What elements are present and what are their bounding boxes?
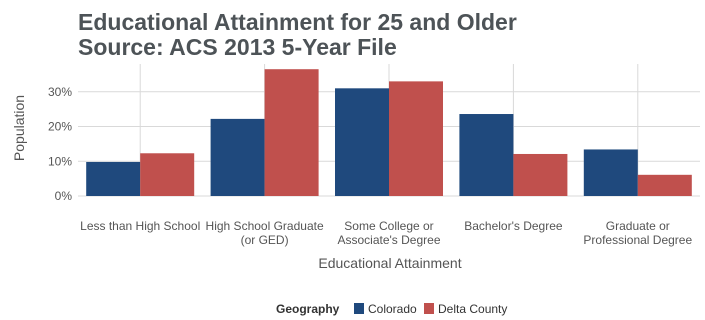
x-tick-label: Some College or Associate's Degree [337, 219, 440, 247]
bar-delta-county-4 [637, 174, 692, 196]
y-tick-label: 10% [48, 154, 72, 168]
legend-swatch-delta-county [424, 303, 434, 314]
bar-delta-county-1 [264, 69, 319, 196]
bar-colorado-1 [210, 118, 265, 196]
legend-label-delta-county: Delta County [438, 302, 507, 316]
x-tick-label: High School Graduate (or GED) [206, 219, 324, 247]
chart-subtitle: Source: ACS 2013 5-Year File [78, 34, 397, 60]
y-tick-label: 30% [48, 85, 72, 99]
bar-colorado-2 [335, 88, 389, 196]
x-tick-label: Graduate or Professional Degree [583, 219, 692, 247]
x-tick-label: Less than High School [80, 219, 200, 233]
legend-swatch-colorado [354, 303, 364, 314]
chart-title: Educational Attainment for 25 and Older [78, 9, 517, 35]
bar-colorado-0 [86, 161, 141, 196]
y-tick-label: 0% [55, 189, 73, 203]
x-axis-ticks: Less than High School High School Graduat… [80, 219, 692, 247]
y-axis-ticks: 0% 10% 20% 30% [48, 85, 72, 203]
bar-delta-county-3 [513, 153, 568, 196]
x-tick-label: Bachelor's Degree [464, 219, 563, 233]
y-tick-label: 20% [48, 120, 72, 134]
bar-colorado-3 [459, 114, 514, 196]
bar-delta-county-2 [389, 81, 443, 196]
bar-delta-county-0 [140, 153, 195, 196]
legend: Geography Colorado Delta County [276, 302, 507, 316]
x-axis-title: Educational Attainment [318, 255, 461, 271]
legend-label-colorado: Colorado [368, 302, 417, 316]
bars [86, 69, 692, 196]
y-axis-title: Population [11, 95, 27, 161]
legend-title: Geography [276, 302, 340, 316]
bar-colorado-4 [583, 149, 638, 196]
